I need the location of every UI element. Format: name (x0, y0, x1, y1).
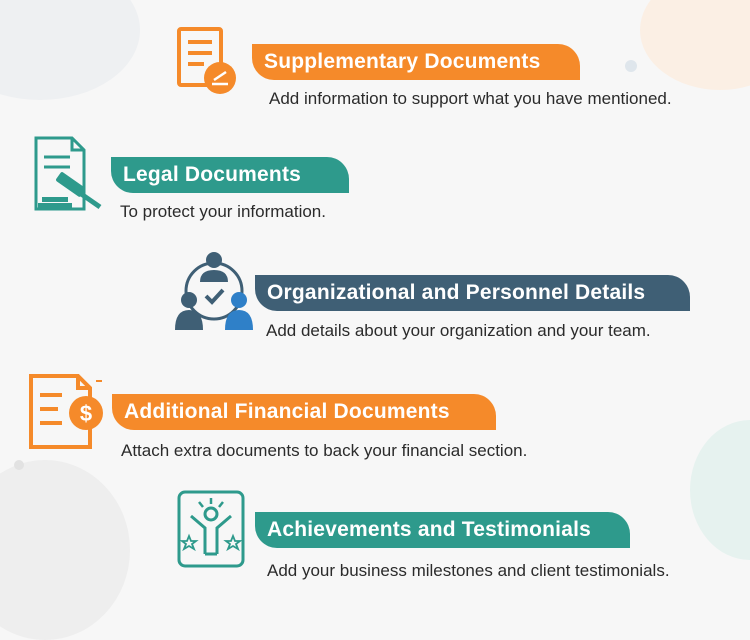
item-title: Achievements and Testimonials (267, 518, 592, 541)
item-description: Add details about your organization and … (266, 321, 651, 340)
background-blob-top-left (0, 0, 140, 100)
title-banner: Legal Documents (111, 157, 349, 193)
title-banner: Supplementary Documents (252, 44, 580, 80)
item-title: Organizational and Personnel Details (267, 281, 646, 304)
title-banner: Additional Financial Documents (112, 394, 496, 430)
document-pen-icon (176, 26, 238, 96)
achievement-stars-icon (177, 490, 245, 568)
item-title: Supplementary Documents (264, 50, 541, 73)
item-description: Add your business milestones and client … (267, 561, 670, 580)
background-dot (625, 60, 637, 72)
background-blob-right (690, 420, 750, 560)
background-blob-top-right (640, 0, 750, 90)
background-blob-bottom-left (0, 460, 130, 640)
gavel-document-icon (30, 135, 108, 215)
financial-document-icon: $ (28, 373, 106, 451)
item-title: Legal Documents (123, 163, 302, 186)
item-description: Attach extra documents to back your fina… (121, 441, 528, 460)
item-description: Add information to support what you have… (269, 89, 672, 108)
title-banner: Organizational and Personnel Details (255, 275, 690, 311)
background-dot (14, 460, 24, 470)
team-network-icon (173, 250, 255, 332)
title-banner: Achievements and Testimonials (255, 512, 630, 548)
item-title: Additional Financial Documents (124, 400, 450, 423)
svg-text:$: $ (80, 401, 92, 426)
item-description: To protect your information. (120, 202, 326, 221)
